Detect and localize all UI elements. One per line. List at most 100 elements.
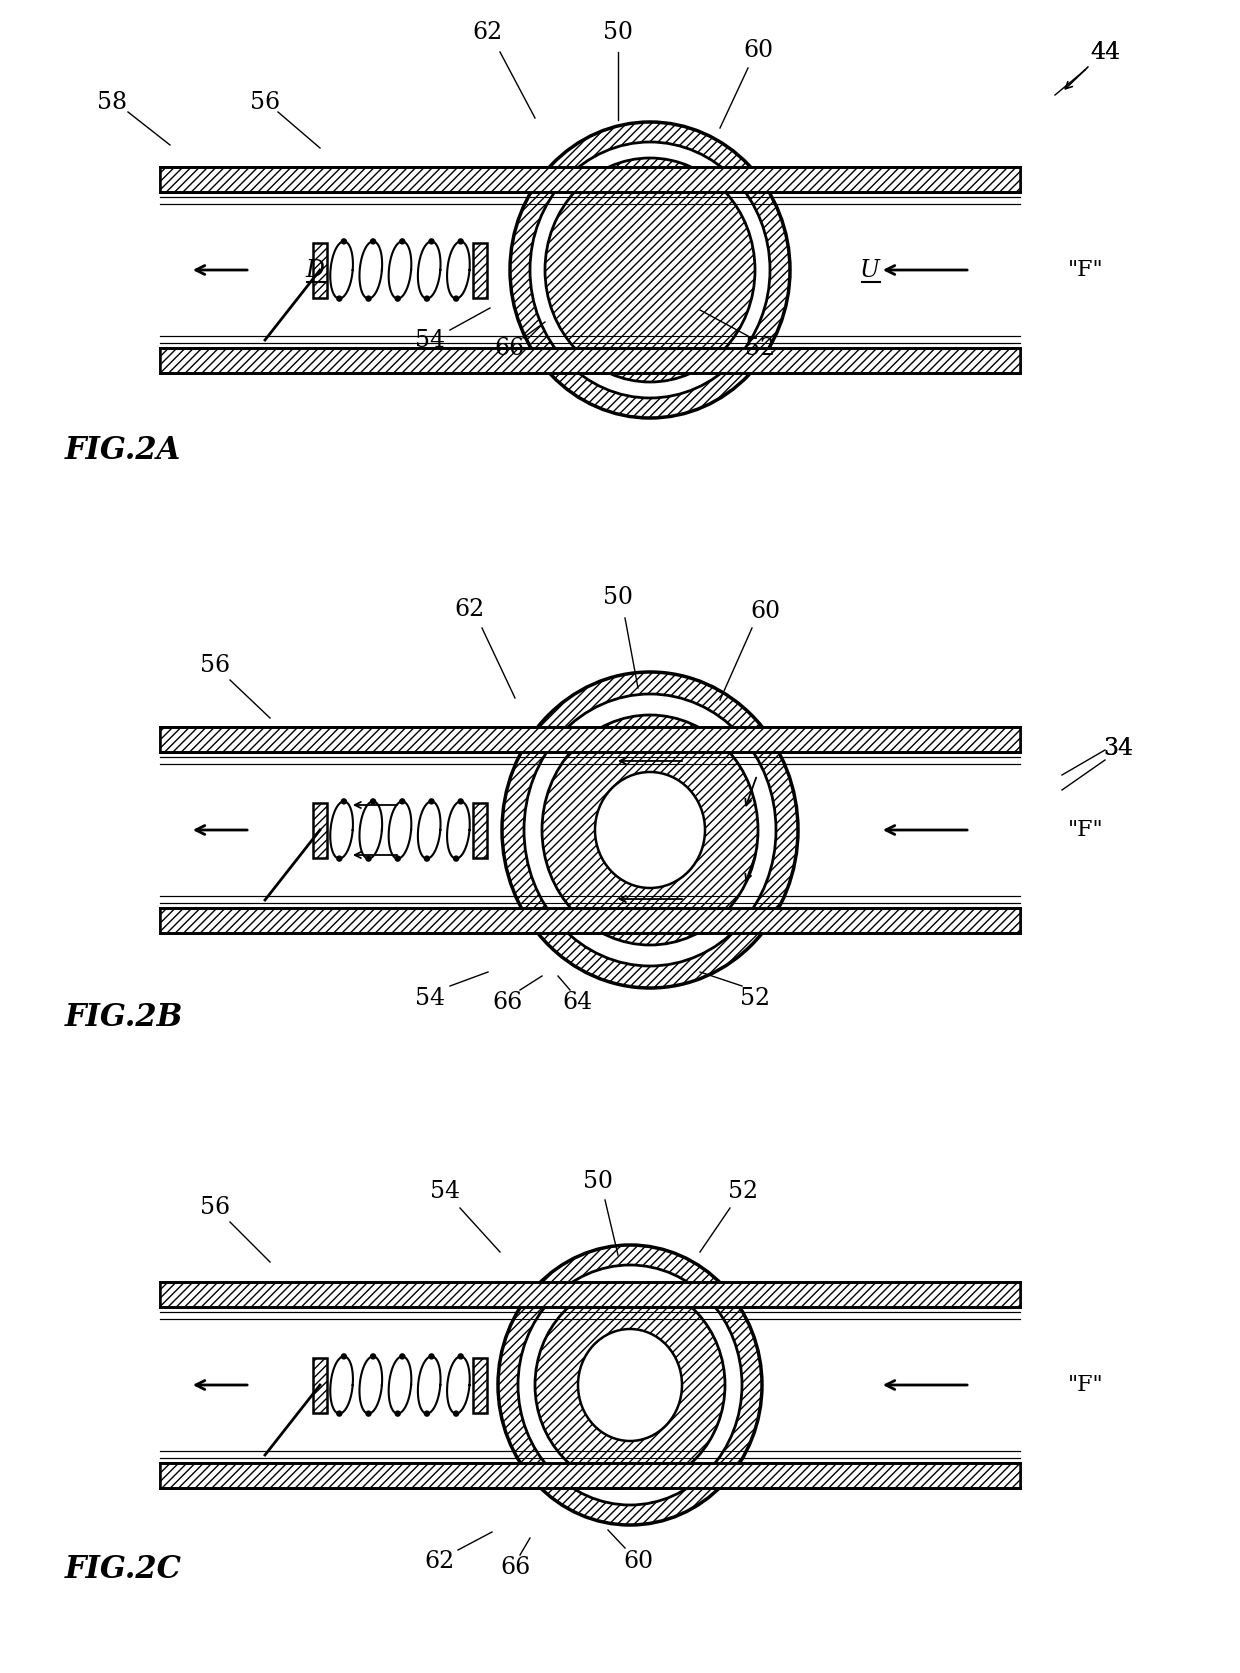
Circle shape — [399, 1353, 404, 1358]
Circle shape — [399, 800, 404, 805]
Bar — [472, 803, 487, 858]
Text: 44: 44 — [1090, 40, 1120, 64]
Text: 64: 64 — [563, 990, 593, 1014]
Text: 58: 58 — [97, 90, 126, 114]
Bar — [312, 243, 327, 298]
Polygon shape — [510, 122, 790, 418]
Text: "F": "F" — [1068, 1374, 1104, 1395]
Ellipse shape — [595, 771, 706, 888]
Text: 54: 54 — [415, 987, 445, 1009]
Text: 60: 60 — [750, 601, 780, 624]
Text: "F": "F" — [1068, 820, 1104, 842]
Bar — [160, 1462, 1021, 1487]
Bar — [160, 1462, 1021, 1487]
Text: 34: 34 — [1102, 736, 1133, 760]
Bar — [160, 1282, 1021, 1307]
Ellipse shape — [578, 1328, 682, 1440]
Text: 62: 62 — [425, 1551, 455, 1574]
Circle shape — [429, 239, 434, 244]
Circle shape — [424, 857, 429, 862]
Text: 54: 54 — [415, 328, 445, 351]
Circle shape — [459, 800, 464, 805]
Bar — [160, 348, 1021, 373]
Bar — [160, 167, 1021, 192]
Text: 50: 50 — [583, 1171, 613, 1193]
Bar — [160, 908, 1021, 934]
Text: 62: 62 — [455, 599, 485, 621]
Bar — [160, 348, 1021, 373]
Circle shape — [424, 1410, 429, 1415]
Circle shape — [341, 800, 346, 805]
Ellipse shape — [542, 714, 758, 945]
Circle shape — [454, 857, 459, 862]
Text: 56: 56 — [200, 654, 231, 676]
Bar — [312, 243, 327, 298]
Text: 52: 52 — [740, 987, 770, 1009]
Circle shape — [429, 800, 434, 805]
Bar — [312, 1357, 327, 1412]
Text: 56: 56 — [250, 90, 280, 114]
Circle shape — [371, 239, 376, 244]
Circle shape — [459, 1353, 464, 1358]
Bar — [160, 728, 1021, 751]
Bar — [160, 1462, 1021, 1487]
Circle shape — [459, 239, 464, 244]
Text: 50: 50 — [603, 20, 632, 43]
Bar — [312, 803, 327, 858]
Text: 66: 66 — [492, 990, 522, 1014]
Bar — [160, 1282, 1021, 1307]
Circle shape — [341, 1353, 346, 1358]
Bar — [472, 1357, 487, 1412]
Bar — [160, 348, 1021, 373]
Circle shape — [454, 1410, 459, 1415]
Circle shape — [454, 296, 459, 301]
Polygon shape — [498, 1245, 763, 1526]
Circle shape — [366, 857, 371, 862]
Text: FIG.2C: FIG.2C — [64, 1554, 182, 1586]
Bar — [160, 728, 1021, 751]
Text: 52: 52 — [745, 336, 775, 360]
Bar — [312, 803, 327, 858]
Text: 44: 44 — [1090, 40, 1120, 64]
Text: 60: 60 — [622, 1551, 653, 1574]
Text: 52: 52 — [728, 1181, 758, 1203]
Circle shape — [341, 239, 346, 244]
Circle shape — [366, 1410, 371, 1415]
Circle shape — [396, 857, 401, 862]
Circle shape — [337, 1410, 342, 1415]
Text: FIG.2A: FIG.2A — [64, 435, 181, 465]
Bar — [160, 167, 1021, 192]
Text: 62: 62 — [472, 20, 503, 43]
Bar — [160, 1462, 1021, 1487]
Bar — [160, 167, 1021, 192]
Text: FIG.2B: FIG.2B — [64, 1002, 184, 1034]
Circle shape — [337, 857, 342, 862]
Text: 66: 66 — [500, 1556, 531, 1579]
Bar — [472, 243, 487, 298]
Ellipse shape — [546, 157, 755, 381]
Bar — [160, 167, 1021, 192]
Circle shape — [366, 296, 371, 301]
Polygon shape — [502, 673, 799, 989]
Bar — [160, 348, 1021, 373]
Text: 66: 66 — [495, 336, 525, 360]
Ellipse shape — [529, 142, 770, 398]
Circle shape — [371, 800, 376, 805]
Bar — [160, 908, 1021, 934]
Text: 60: 60 — [743, 38, 773, 62]
Bar — [160, 728, 1021, 751]
Circle shape — [396, 296, 401, 301]
Bar — [472, 1357, 487, 1412]
Bar — [160, 728, 1021, 751]
Bar — [160, 908, 1021, 934]
Text: "F": "F" — [1068, 259, 1104, 281]
Circle shape — [371, 1353, 376, 1358]
Circle shape — [337, 296, 342, 301]
Ellipse shape — [525, 694, 776, 965]
Text: 34: 34 — [1102, 736, 1133, 760]
Circle shape — [399, 239, 404, 244]
Text: U: U — [861, 259, 880, 281]
Text: 50: 50 — [603, 587, 632, 609]
Bar — [160, 1282, 1021, 1307]
Bar — [312, 1357, 327, 1412]
